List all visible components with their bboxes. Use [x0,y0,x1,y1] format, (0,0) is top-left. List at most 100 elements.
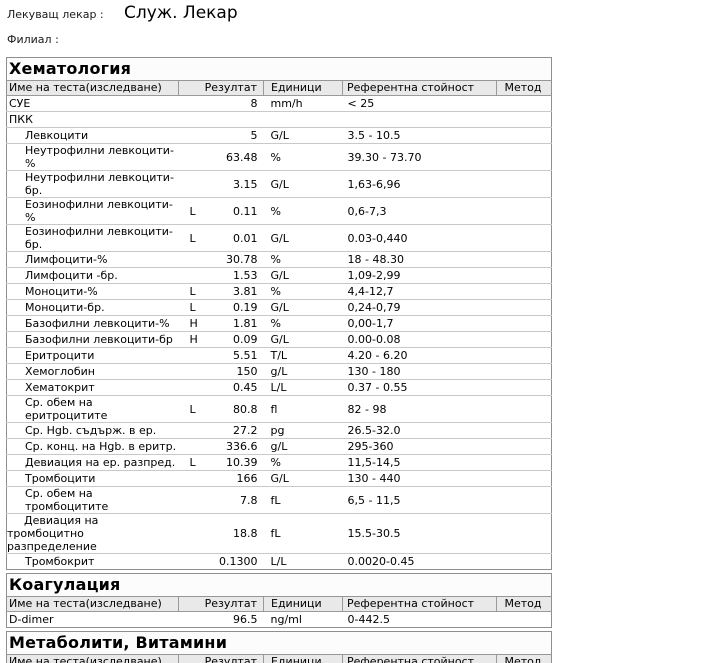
test-result: 30.78 [178,251,264,268]
test-method [496,170,552,198]
test-method [496,143,552,171]
test-name: Хемоглобин [6,363,179,380]
test-method [496,251,552,268]
test-name: Неутрофилни левкоцити-% [6,143,179,171]
test-method [496,315,552,332]
test-result: L 0.11 [178,197,264,225]
test-method [496,553,552,570]
test-name: Неутрофилни левкоцити-бр. [6,170,179,198]
column-header-reference: Референтна стойност [342,80,497,96]
result-value: 30.78 [226,253,258,266]
test-method [497,96,552,112]
test-method [496,347,552,364]
attending-doctor-label: Лекуващ лекар : [7,8,104,21]
section-title: Хематология [6,57,552,81]
reference-range: 130 - 440 [342,470,497,487]
section-rows: D-dimer 96.5 ng/ml 0-442.5 [7,612,552,628]
test-method [497,612,552,628]
column-header-result: Резултат [178,654,264,663]
test-name: Моноцити-бр. [6,299,179,316]
test-name: Тромбоцити [6,470,179,487]
column-header-reference: Референтна стойност [342,654,497,663]
column-header-method: Метод [495,654,552,663]
test-method [496,379,552,396]
test-name: Базофилни левкоцити-% [6,315,179,332]
result-value: 166 [236,472,258,485]
section-rows: СУЕ 8 mm/h < 25 ПКК Левкоцити 5 G/L 3.5 … [6,96,552,570]
section-title: Метаболити, Витамини [6,631,552,655]
test-units: g/L [263,438,343,455]
reference-range: 0.37 - 0.55 [342,379,497,396]
table-row: Тромбокрит 0.1300 L/L 0.0020-0.45 [6,553,552,570]
column-header-result: Резултат [178,80,264,96]
reference-range: 82 - 98 [342,395,497,423]
table-row: Ср. Hgb. съдърж. в ер. 27.2 pg 26.5-32.0 [6,422,552,439]
reference-range: 0,24-0,79 [342,299,497,316]
test-units: % [263,454,343,471]
test-result [178,111,264,128]
column-header-result: Резултат [178,596,264,612]
abnormal-flag: L [189,402,196,416]
test-method [496,267,552,284]
test-method [496,470,552,487]
test-result: 18.8 [178,513,264,554]
table-row: Базофилни левкоцити-бр H 0.09 G/L 0.00-0.… [6,331,552,348]
result-value: 0.19 [233,301,258,314]
result-value: 5.51 [233,349,258,362]
result-value: 5 [250,129,258,142]
column-header-test-name: Име на теста(изследване) [6,596,179,612]
test-units: G/L [263,224,343,252]
test-name: D-dimer [9,613,54,626]
result-value: 3.81 [233,285,258,298]
column-header-row: Име на теста(изследване) Резултат Единиц… [6,654,552,663]
table-row: Базофилни левкоцити-% H 1.81 % 0,00-1,7 [6,315,552,332]
reference-range: 39.30 - 73.70 [342,143,497,171]
test-name: Тромбокрит [6,553,179,570]
branch-label: Филиал : [7,33,59,46]
test-result: 3.15 [178,170,264,198]
abnormal-flag: H [189,317,198,330]
reference-range [342,111,497,128]
test-units: % [263,251,343,268]
abnormal-flag: L [189,204,196,218]
abnormal-flag: L [189,456,196,469]
result-value: 8 [250,97,258,110]
test-result: L 10.39 [178,454,264,471]
test-result: L 80.8 [178,395,264,423]
table-row: Моноцити-бр. L 0.19 G/L 0,24-0,79 [6,299,552,316]
test-name: Девиация на тромбоцитно разпределение [6,513,179,554]
test-method [496,299,552,316]
document-header: Лекуващ лекар : Служ. Лекар Филиал : [7,0,707,52]
test-method [496,111,552,128]
test-name: Левкоцити [6,127,179,144]
result-value: 80.8 [233,402,258,416]
table-row: Еозинофилни левкоцити-бр. L 0.01 G/L 0.03… [6,224,552,252]
reference-range: 1,63-6,96 [342,170,497,198]
table-row: Лимфоцити-% 30.78 % 18 - 48.30 [6,251,552,268]
test-name: Еозинофилни левкоцити-бр. [6,224,179,252]
table-row: Неутрофилни левкоцити-бр. 3.15 G/L 1,63-… [6,170,552,198]
result-value: 0.09 [233,333,258,346]
test-result: 63.48 [178,143,264,171]
test-units [263,111,343,128]
table-row: Девиация на тромбоцитно разпределение 18… [6,513,552,554]
test-result: 5.51 [178,347,264,364]
reference-range: 4.20 - 6.20 [342,347,497,364]
table-row: ПКК [6,111,552,128]
reference-range: 11,5-14,5 [342,454,497,471]
table-row: Левкоцити 5 G/L 3.5 - 10.5 [6,127,552,144]
table-row: СУЕ 8 mm/h < 25 [7,96,552,112]
table-row: Девиация на ер. разпред. L 10.39 % 11,5-1… [6,454,552,471]
test-method [496,513,552,554]
result-value: 0.11 [233,204,258,218]
abnormal-flag: L [189,231,196,245]
test-units: mm/h [270,97,303,110]
test-units: fl [263,395,343,423]
table-row: Ср. обем на тромбоцитите 7.8 fL 6,5 - 11… [6,486,552,514]
test-method [496,363,552,380]
test-units: g/L [263,363,343,380]
test-method [496,438,552,455]
test-result: L 0.19 [178,299,264,316]
test-units: % [263,143,343,171]
test-name: Лимфоцити-% [6,251,179,268]
